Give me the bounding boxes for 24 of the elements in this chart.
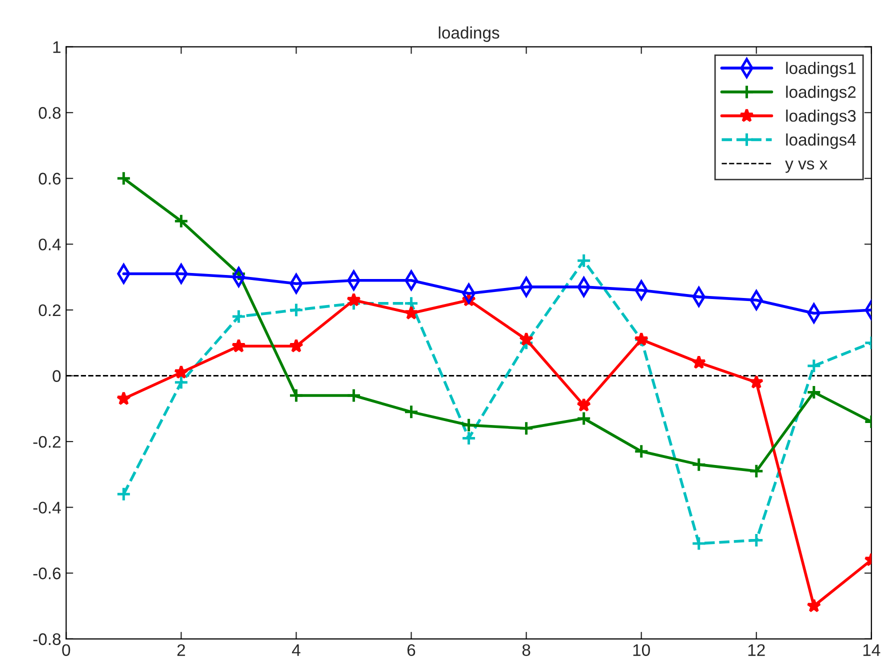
y-tick-label: 0.6	[38, 172, 61, 185]
y-tick-label: 1	[53, 41, 60, 53]
x-tick-label: 10	[633, 644, 650, 656]
legend-label: y vs x	[785, 160, 828, 173]
x-tick-label: 2	[177, 644, 185, 656]
x-tick-label: 0	[62, 644, 70, 656]
x-tick-label: 8	[522, 644, 530, 656]
legend-label: loadings1	[786, 62, 856, 78]
y-tick-label: -0.4	[33, 502, 61, 514]
x-tick-label: 4	[292, 644, 300, 656]
chart-title: loadings	[438, 26, 500, 42]
y-tick-label: -0.8	[33, 633, 61, 646]
legend-label: loadings4	[786, 133, 856, 149]
y-tick-label: 0.4	[38, 238, 61, 250]
x-tick-label: 12	[748, 644, 765, 656]
y-tick-label: -0.6	[33, 568, 61, 580]
legend-label: loadings2	[786, 86, 856, 102]
y-tick-label: -0.2	[33, 436, 60, 448]
y-tick-label: 0	[52, 370, 61, 382]
legend-label: loadings3	[786, 110, 856, 126]
x-tick-label: 6	[407, 644, 416, 656]
x-tick-label: 14	[863, 644, 880, 656]
y-tick-label: 0.2	[38, 304, 60, 316]
y-tick-label: 0.8	[38, 107, 61, 119]
